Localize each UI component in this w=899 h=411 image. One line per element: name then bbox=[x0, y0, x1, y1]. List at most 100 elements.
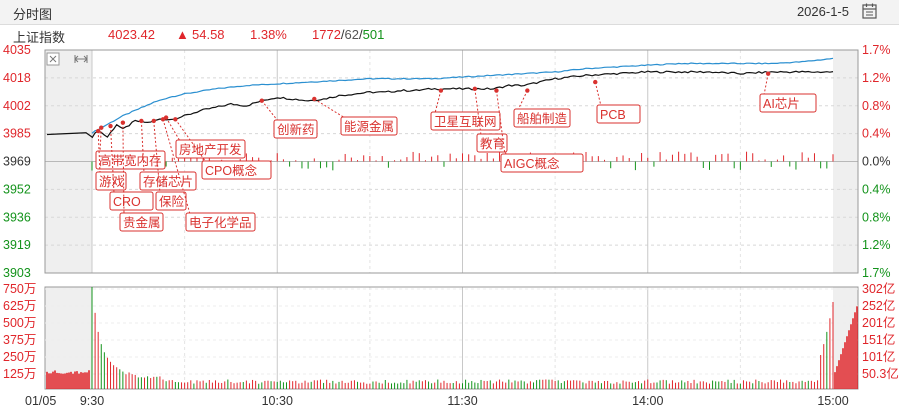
annotation-leader bbox=[261, 100, 279, 122]
annotation-tag[interactable]: 高带宽内存 bbox=[95, 125, 166, 170]
annotation-tag[interactable]: 卫星互联网 bbox=[430, 88, 501, 131]
pct-tick-label: 0.0% bbox=[862, 155, 891, 169]
annotation-box bbox=[513, 108, 571, 128]
pct-tick-label: 0.8% bbox=[862, 210, 891, 224]
price-tick-label: 4002 bbox=[3, 99, 31, 113]
expand-panel-icon[interactable] bbox=[74, 55, 88, 63]
annotation-dot bbox=[472, 86, 478, 92]
annotation-leader bbox=[763, 73, 769, 96]
quote-bar: 上证指数 4023.42 ▲ 54.58 1.38% 1772/62/501 bbox=[0, 27, 899, 45]
advancers-count: 1772 bbox=[312, 27, 341, 42]
annotation-box bbox=[340, 116, 398, 136]
time-axis-label: 9:30 bbox=[80, 394, 104, 408]
time-axis-label: 01/05 bbox=[25, 394, 56, 408]
annotation-box bbox=[476, 133, 508, 153]
close-panel-icon[interactable] bbox=[46, 52, 60, 66]
tab-intraday-chart[interactable]: 分时图 bbox=[13, 7, 53, 22]
price-tick-label: 4035 bbox=[3, 43, 31, 57]
annotation-box bbox=[185, 212, 256, 232]
annotation-box bbox=[273, 119, 318, 139]
annotation-leader bbox=[110, 125, 115, 194]
annotation-tag[interactable]: 贵金属 bbox=[119, 120, 164, 232]
annotation-leader bbox=[162, 119, 191, 215]
annotation-box bbox=[759, 93, 817, 113]
annotation-tag[interactable]: AI芯片 bbox=[759, 71, 817, 113]
decliners-count: 501 bbox=[362, 27, 385, 42]
annotation-dot bbox=[438, 88, 444, 93]
price-panel-frame bbox=[44, 49, 859, 274]
volume-tick-label: 500万 bbox=[3, 316, 36, 330]
annotation-tag[interactable]: 创新药 bbox=[259, 98, 318, 139]
annotation-dot bbox=[151, 118, 156, 124]
date-display[interactable]: 2026-1-5 bbox=[796, 4, 849, 19]
volume-tick-label: 750万 bbox=[3, 282, 36, 296]
annotation-dot bbox=[525, 88, 530, 93]
annotation-dot bbox=[120, 120, 126, 125]
index-price: 4023.42 bbox=[108, 27, 155, 42]
annotation-label: 房地产开发 bbox=[179, 142, 242, 157]
annotation-leader bbox=[434, 90, 442, 114]
annotation-tag[interactable]: 游戏 bbox=[95, 128, 127, 191]
breadth-stats: 1772/62/501 bbox=[312, 27, 385, 42]
pre-open-price-line bbox=[46, 132, 93, 138]
annotation-box bbox=[95, 150, 166, 170]
annotation-box bbox=[119, 212, 164, 232]
price-line bbox=[91, 70, 834, 139]
price-tick-label: 3903 bbox=[3, 266, 31, 280]
annotation-tag[interactable]: 房地产开发 bbox=[163, 115, 246, 159]
annotation-tag[interactable]: 教育 bbox=[472, 86, 508, 153]
amount-tick-label: 50.3亿 bbox=[862, 366, 899, 381]
annotation-dot bbox=[108, 123, 113, 129]
annotation-tag[interactable]: 电子化学品 bbox=[160, 117, 256, 232]
amount-tick-label: 101亿 bbox=[862, 349, 895, 364]
annotation-dot bbox=[95, 128, 101, 134]
annotation-label: 游戏 bbox=[99, 175, 124, 189]
pct-tick-label: 0.4% bbox=[862, 182, 891, 196]
annotation-dot bbox=[593, 79, 598, 85]
annotation-tag[interactable]: AIGC概念 bbox=[494, 88, 584, 173]
annotation-box bbox=[596, 104, 641, 124]
annotation-tag[interactable]: CRO bbox=[108, 123, 154, 211]
annotation-tag[interactable]: 船舶制造 bbox=[513, 88, 571, 128]
annotation-label: AIGC概念 bbox=[504, 156, 560, 171]
pct-tick-label: 1.7% bbox=[862, 43, 891, 57]
calendar-icon[interactable] bbox=[862, 3, 877, 19]
annotation-label: CPO概念 bbox=[205, 163, 258, 178]
annotation-label: 卫星互联网 bbox=[434, 115, 497, 129]
annotation-dot bbox=[312, 96, 317, 102]
pct-tick-label: 1.2% bbox=[862, 71, 891, 85]
annotation-label: 创新药 bbox=[277, 122, 315, 137]
price-tick-label: 4018 bbox=[3, 71, 31, 85]
volume-tick-label: 375万 bbox=[3, 333, 36, 347]
annotation-leader bbox=[165, 117, 181, 142]
unchanged-count: 62 bbox=[344, 27, 360, 42]
annotation-tag[interactable]: PCB bbox=[593, 79, 641, 124]
annotation-label: 船舶制造 bbox=[517, 111, 568, 126]
annotation-tag[interactable]: CPO概念 bbox=[173, 117, 272, 180]
annotation-box bbox=[175, 139, 246, 159]
annotation-dot bbox=[765, 71, 771, 76]
annotation-leader bbox=[97, 131, 101, 174]
annotation-label: 电子化学品 bbox=[189, 215, 252, 230]
annotation-tag[interactable]: 能源金属 bbox=[312, 96, 398, 136]
close-x bbox=[49, 55, 57, 63]
pct-tick-label: 1.2% bbox=[862, 238, 891, 252]
annotation-leader bbox=[99, 127, 102, 153]
amount-tick-label: 302亿 bbox=[862, 281, 895, 296]
time-axis-label: 11:30 bbox=[447, 394, 477, 408]
annotation-label: 能源金属 bbox=[344, 119, 394, 134]
annotation-leader bbox=[495, 90, 506, 156]
annotation-leader bbox=[140, 120, 145, 174]
pct-tick-label: 0.8% bbox=[862, 99, 891, 113]
annotation-dot bbox=[160, 117, 166, 122]
time-axis-label: 10:30 bbox=[262, 394, 293, 408]
volume-tick-label: 250万 bbox=[3, 350, 36, 364]
expand-arrows bbox=[74, 55, 88, 63]
annotation-tag[interactable]: 保险 bbox=[151, 118, 187, 211]
time-axis-label: 14:00 bbox=[632, 394, 663, 408]
annotation-leader bbox=[314, 98, 346, 119]
annotation-dot bbox=[139, 118, 144, 124]
annotation-label: 高带宽内存 bbox=[99, 153, 162, 168]
annotation-box bbox=[500, 153, 584, 173]
